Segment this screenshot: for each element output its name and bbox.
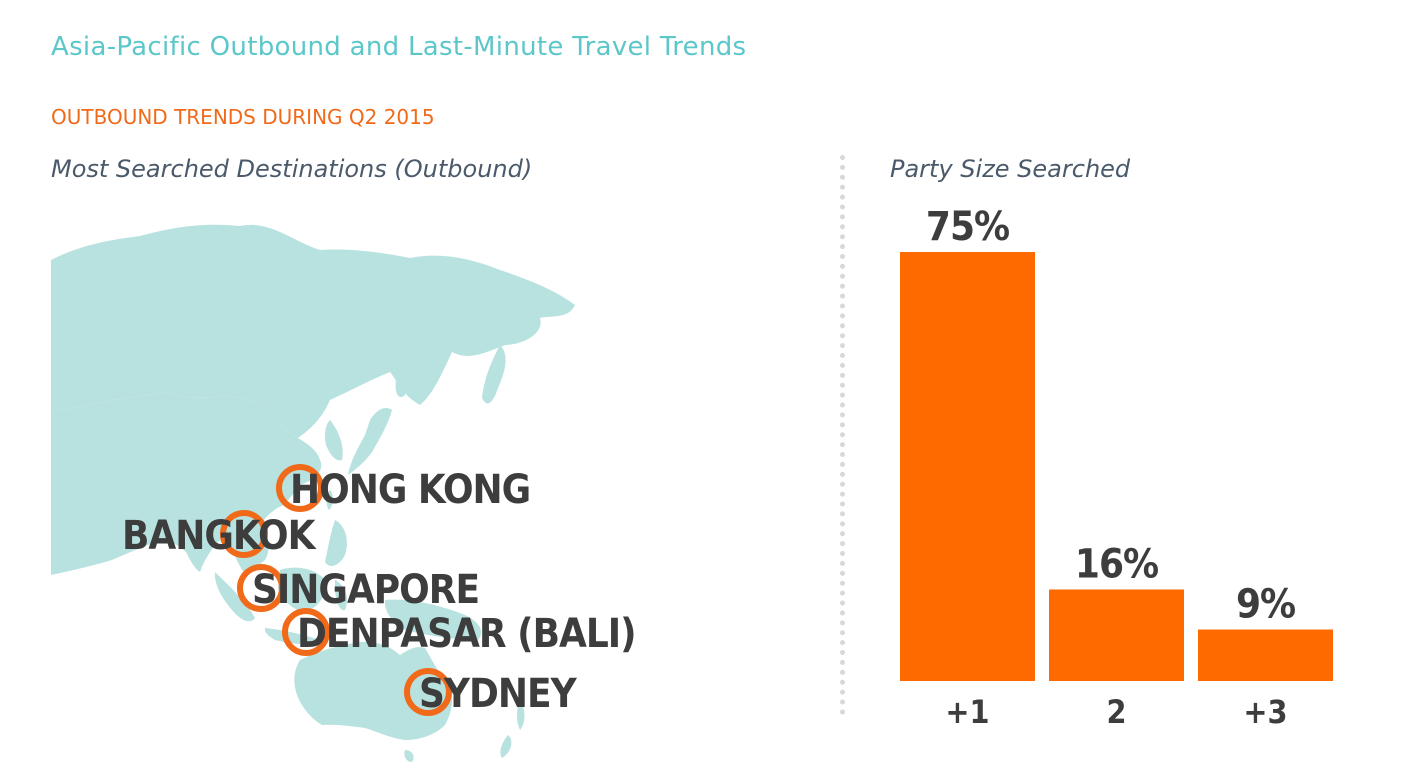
bangkok-marker [220,510,268,558]
bar-1 [900,252,1035,681]
value-label-1: 75% [926,204,1009,250]
section-heading: OUTBOUND TRENDS DURING Q2 2015 [51,105,435,129]
bar-3 [1198,629,1333,681]
city-label-bangkok: BANGKOK [122,513,317,559]
category-label-1: +1 [945,693,989,731]
category-label-3: +3 [1243,693,1287,731]
chart-title: Party Size Searched [890,155,1131,183]
party-size-chart: 75% +1 16% 2 9% +3 [900,204,1333,731]
category-label-2: 2 [1106,693,1126,731]
city-label-singapore: SINGAPORE [252,567,479,613]
destinations-map: HONG KONG BANGKOK SINGAPORE DENPASAR (BA… [51,224,637,762]
hong-kong-marker [276,464,324,512]
denpasar-marker [282,608,330,656]
city-label-denpasar: DENPASAR (BALI) [297,611,636,657]
sydney-marker [404,668,452,716]
city-labels: HONG KONG BANGKOK SINGAPORE DENPASAR (BA… [122,467,637,717]
value-label-2: 16% [1075,541,1158,587]
city-markers [220,464,452,716]
map-land [51,224,575,762]
bar-2 [1049,589,1184,681]
city-label-hong-kong: HONG KONG [290,467,530,513]
map-title: Most Searched Destinations (Outbound) [51,155,533,183]
city-label-sydney: SYDNEY [419,671,578,717]
value-label-3: 9% [1236,582,1295,628]
singapore-marker [237,564,285,612]
section-divider [840,155,845,715]
page-title: Asia-Pacific Outbound and Last-Minute Tr… [51,32,747,62]
